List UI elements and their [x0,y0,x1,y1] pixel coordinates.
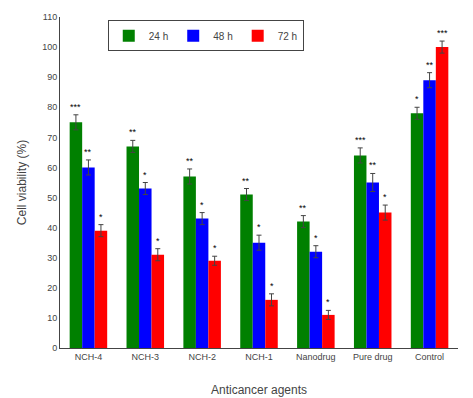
svg-text:*: * [326,297,330,307]
svg-text:**: ** [242,176,250,186]
svg-text:NCH-2: NCH-2 [188,352,216,362]
svg-text:*: * [383,192,387,202]
svg-text:*: * [156,236,160,246]
svg-text:**: ** [299,203,307,213]
svg-text:60: 60 [47,163,57,173]
svg-text:72 h: 72 h [278,31,297,42]
svg-text:*: * [314,233,318,243]
svg-text:**: ** [129,127,137,137]
svg-text:70: 70 [47,133,57,143]
svg-text:80: 80 [47,102,57,112]
svg-text:10: 10 [47,313,57,323]
svg-text:**: ** [186,156,194,166]
svg-text:**: ** [426,60,434,70]
svg-text:***: *** [437,28,448,38]
svg-text:*: * [200,200,204,210]
svg-text:20: 20 [47,283,57,293]
svg-text:**: ** [369,160,377,170]
svg-text:50: 50 [47,193,57,203]
svg-text:100: 100 [42,42,57,52]
svg-text:40: 40 [47,223,57,233]
svg-text:**: ** [84,147,92,157]
svg-text:*: * [99,212,103,222]
svg-text:0: 0 [52,343,57,353]
svg-text:24 h: 24 h [149,31,168,42]
svg-text:110: 110 [43,12,57,22]
svg-text:*: * [143,170,147,180]
svg-text:NCH-3: NCH-3 [132,352,160,362]
svg-text:NCH-4: NCH-4 [75,352,103,362]
svg-text:***: *** [70,102,81,112]
svg-text:*: * [257,222,261,232]
svg-text:90: 90 [47,72,57,82]
svg-text:***: *** [355,135,366,145]
svg-text:Control: Control [415,352,444,362]
svg-text:*: * [213,243,217,253]
svg-text:30: 30 [47,253,57,263]
svg-text:*: * [415,94,419,104]
svg-text:*: * [270,281,274,291]
svg-text:48 h: 48 h [213,31,232,42]
svg-text:NCH-1: NCH-1 [245,352,273,362]
svg-text:Nanodrug: Nanodrug [296,352,336,362]
svg-text:Anticancer agents: Anticancer agents [211,383,307,397]
svg-text:Pure drug: Pure drug [353,352,393,362]
svg-text:Cell viability (%): Cell viability (%) [15,140,29,225]
